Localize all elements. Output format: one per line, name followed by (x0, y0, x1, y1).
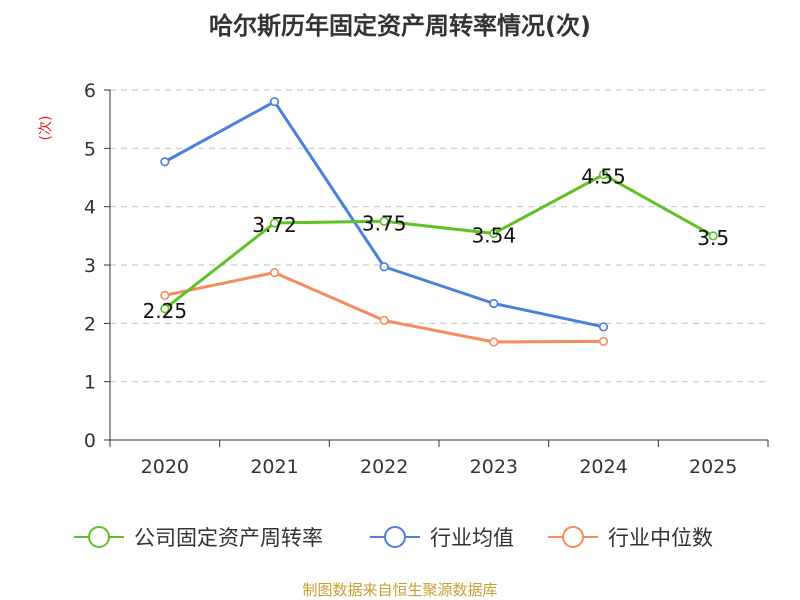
data-point (269, 267, 280, 278)
legend: 公司固定资产周转率 行业均值 行业中位数 (74, 526, 713, 550)
legend-label: 行业中位数 (608, 526, 713, 550)
x-tick-label: 2020 (141, 456, 189, 478)
label-layer: 2.25 3.72 3.75 3.54 4.55 3.5 (143, 165, 730, 323)
series-line-0 (163, 173, 714, 310)
x-tick-label: 2023 (470, 456, 518, 478)
data-point (160, 290, 170, 300)
legend-item: 行业中位数 (548, 526, 713, 550)
data-label: 3.54 (472, 224, 517, 248)
legend-item: 行业均值 (370, 526, 514, 550)
data-point (379, 262, 389, 272)
y-tick-label: 6 (84, 80, 96, 102)
legend-item: 公司固定资产周转率 (74, 526, 323, 550)
data-label: 3.5 (697, 226, 729, 250)
source-text: 制图数据来自恒生聚源数据库 (302, 581, 498, 599)
y-tick-label: 0 (84, 430, 96, 452)
data-point (269, 97, 280, 107)
data-point (489, 298, 499, 309)
data-point (489, 337, 499, 347)
data-point (598, 169, 609, 180)
data-point (160, 157, 170, 167)
data-point (379, 216, 389, 226)
x-tick-label: 2021 (250, 456, 298, 478)
data-label: 3.75 (362, 211, 407, 235)
legend-label: 公司固定资产周转率 (134, 526, 323, 550)
y-axis-label: (次) (38, 116, 54, 141)
data-point (708, 231, 718, 241)
x-tick-label: 2022 (360, 456, 408, 478)
legend-marker (384, 526, 406, 548)
data-label: 3.72 (252, 213, 297, 237)
data-point (269, 218, 280, 228)
y-tick-label: 5 (84, 138, 96, 160)
grid-layer (110, 89, 768, 383)
data-point (379, 315, 389, 326)
legend-marker (562, 526, 584, 548)
data-label: 4.55 (581, 165, 626, 189)
data-point (489, 228, 499, 239)
y-tick-label: 2 (84, 313, 96, 335)
axis-layer: 0 1 2 3 4 5 6 2020 2021 2022 2023 2024 2025 (84, 80, 769, 478)
chart-title: 哈尔斯历年固定资产周转率情况(次) (209, 12, 591, 40)
data-point (598, 322, 609, 332)
x-tick-label: 2025 (689, 456, 737, 478)
x-tick-label: 2024 (579, 456, 627, 478)
y-tick-label: 3 (84, 255, 96, 277)
data-label: 2.25 (143, 299, 188, 323)
data-point (598, 336, 609, 347)
y-tick-label: 4 (84, 197, 96, 219)
data-point (160, 304, 170, 314)
series-line-2 (164, 271, 604, 344)
legend-marker (88, 526, 110, 548)
y-tick-label: 1 (84, 372, 96, 394)
legend-label: 行业均值 (430, 526, 514, 550)
series-layer (160, 97, 718, 347)
